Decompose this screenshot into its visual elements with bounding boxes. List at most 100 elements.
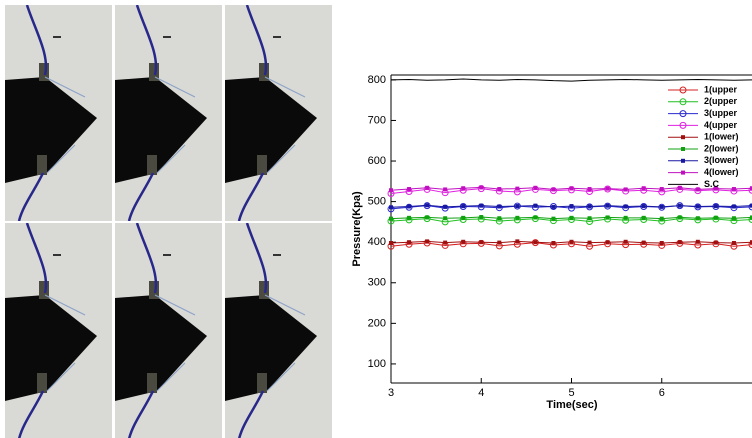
marker <box>533 240 538 245</box>
series-line <box>390 78 752 82</box>
marker <box>425 185 430 190</box>
marker <box>677 240 682 245</box>
marker <box>461 239 466 244</box>
marker <box>677 215 682 220</box>
marker <box>750 240 752 245</box>
marker <box>569 215 574 220</box>
legend-label: 4(upper <box>704 120 738 130</box>
legend-marker <box>681 135 685 140</box>
marker <box>497 240 502 245</box>
legend-label: 2(upper <box>704 96 738 106</box>
marker <box>748 241 752 249</box>
legend-label: 3(lower) <box>704 155 739 165</box>
y-axis-title: Pressure(Kpa) <box>351 191 363 267</box>
y-tick-label: 700 <box>368 114 386 126</box>
marker <box>731 216 736 221</box>
marker <box>659 216 664 221</box>
marker <box>587 216 592 221</box>
marker <box>389 188 393 193</box>
marker <box>551 204 556 209</box>
legend-marker <box>681 170 685 175</box>
marker <box>587 204 592 209</box>
marker <box>407 240 412 245</box>
legend-label: 4(lower) <box>704 167 739 177</box>
marker <box>695 216 700 221</box>
marker <box>461 186 466 191</box>
marker <box>623 204 628 209</box>
photo <box>5 5 112 221</box>
marker <box>443 187 448 192</box>
marker <box>533 203 538 208</box>
marker <box>515 215 520 220</box>
marker <box>587 240 592 245</box>
marker <box>551 187 556 192</box>
marker <box>515 239 520 244</box>
marker <box>731 187 736 192</box>
marker <box>605 203 610 208</box>
x-tick-label: 4 <box>478 387 484 399</box>
marker <box>677 203 682 208</box>
marker <box>605 186 610 191</box>
marker <box>443 240 448 245</box>
marker <box>713 186 718 191</box>
marker <box>551 216 556 221</box>
marker <box>713 215 718 220</box>
marker <box>623 187 628 192</box>
marker <box>497 216 502 221</box>
marker <box>748 203 752 211</box>
marker <box>695 239 700 244</box>
marker <box>677 185 682 190</box>
marker <box>479 185 484 190</box>
marker <box>605 215 610 220</box>
marker <box>750 186 752 191</box>
legend-label: 3(upper <box>704 108 738 118</box>
legend-label: 1(lower) <box>704 132 739 142</box>
marker <box>750 215 752 220</box>
marker <box>569 186 574 191</box>
marker <box>713 204 718 209</box>
marker <box>605 240 610 245</box>
marker <box>748 215 752 223</box>
legend-marker <box>679 110 687 118</box>
marker <box>569 239 574 244</box>
marker <box>659 241 664 245</box>
marker <box>551 241 556 245</box>
y-tick-label: 100 <box>368 358 386 370</box>
marker <box>497 187 502 192</box>
marker <box>443 204 448 209</box>
marker <box>569 204 574 209</box>
marker <box>623 215 628 220</box>
marker <box>443 216 448 221</box>
y-tick-label: 500 <box>368 196 386 208</box>
legend-marker <box>681 158 685 163</box>
marker <box>515 204 520 209</box>
legend-label: 2(lower) <box>704 143 739 153</box>
legend-marker <box>681 147 685 151</box>
marker <box>731 204 736 209</box>
marker <box>407 215 412 220</box>
x-tick-label: 6 <box>659 387 665 399</box>
marker <box>407 204 412 209</box>
photo <box>115 5 222 221</box>
marker <box>587 187 592 192</box>
marker <box>407 187 412 192</box>
marker <box>497 204 502 209</box>
y-tick-label: 300 <box>368 277 386 289</box>
y-tick-label: 600 <box>368 155 386 167</box>
marker <box>533 185 538 190</box>
marker <box>533 215 538 220</box>
x-tick-label: 5 <box>568 387 574 399</box>
marker <box>658 203 666 211</box>
marker <box>515 186 520 191</box>
legend-label: S.C <box>704 179 720 189</box>
marker <box>405 203 413 211</box>
marker <box>695 187 700 192</box>
marker <box>389 205 393 210</box>
photo-grid <box>5 5 332 438</box>
photo <box>5 223 112 438</box>
x-axis-title: Time(sec) <box>546 399 597 411</box>
legend-label: 1(upper <box>704 84 738 94</box>
marker <box>479 240 484 245</box>
marker <box>389 216 393 221</box>
photo <box>225 5 332 221</box>
